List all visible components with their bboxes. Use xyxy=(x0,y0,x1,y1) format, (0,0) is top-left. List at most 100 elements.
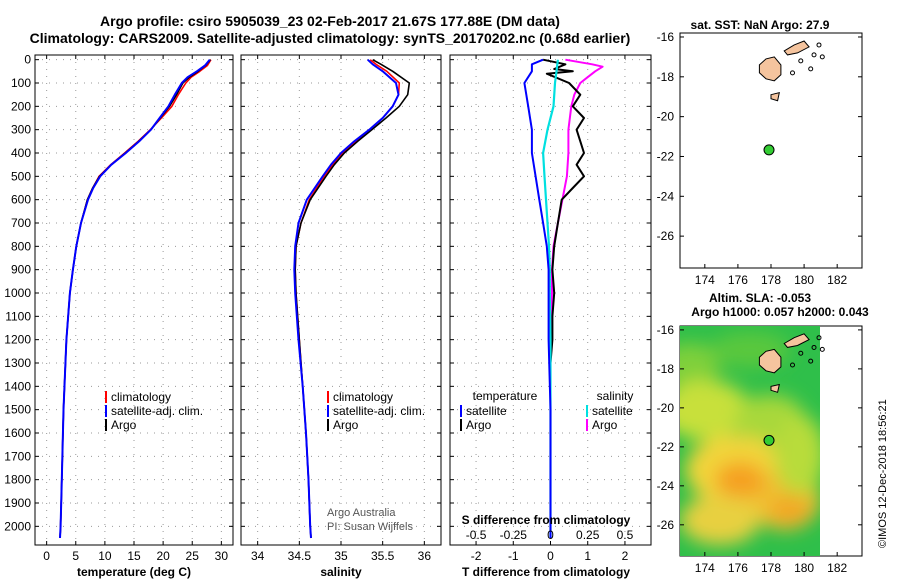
sal-x-tick-label: 35 xyxy=(334,549,348,563)
sst-map-islet xyxy=(816,42,822,48)
sla-map-islet xyxy=(816,335,822,341)
salinity-panel: 34 34.5 35 35.5 36 climatologysatellite-adj. … xyxy=(240,54,442,579)
temp-x-axis-label: temperature (deg C) xyxy=(77,565,191,579)
sla-map-title-2: Argo h1000: 0.057 h2000: 0.043 xyxy=(691,305,869,319)
depth-tick-label: 900 xyxy=(11,263,31,277)
sla-map-islet xyxy=(811,344,817,350)
diff-salinity-tick-label: -0.25 xyxy=(500,528,528,542)
depth-tick-label: 1500 xyxy=(4,403,31,417)
sla-map-lon-label: 182 xyxy=(827,561,847,575)
temp-x-tick-label: 5 xyxy=(72,549,79,563)
sst-map-lat-label: -16 xyxy=(657,30,675,44)
diff-salinity-tick-label: 0 xyxy=(547,528,554,542)
sst-map: 174 176 178 180 182 -16 -18 -20 -22 -24 -26 xyxy=(657,30,863,287)
depth-tick-label: 1200 xyxy=(4,333,31,347)
sst-map-lat-label: -24 xyxy=(657,189,675,203)
sst-map-islet xyxy=(819,54,825,60)
sst-map-islet xyxy=(808,66,814,72)
depth-tick-label: 500 xyxy=(11,169,31,183)
sla-map-lat-label: -22 xyxy=(657,440,675,454)
depth-tick-label: 300 xyxy=(11,123,31,137)
credit-line-2: PI: Susan Wijffels xyxy=(327,521,413,533)
sla-map: 174 176 178 180 182 -16 -18 -20 -22 -24 -26 xyxy=(657,323,863,575)
diff-salinity-tick-label: 0.25 xyxy=(576,528,600,542)
sal-x-tick-label: 34.5 xyxy=(288,549,312,563)
sla-field xyxy=(680,326,820,556)
diff-salinity-tick-label: -0.5 xyxy=(466,528,487,542)
depth-tick-label: 1400 xyxy=(4,379,31,393)
diff-temp-argo-line xyxy=(542,58,585,538)
sal-satellite-line xyxy=(293,58,400,539)
sst-map-lon-label: 182 xyxy=(827,273,847,287)
sal-legend-satellite: satellite-adj. clim. xyxy=(333,404,425,418)
diff-x-axis-label: T difference from climatology xyxy=(462,565,630,579)
sal-legend-climatology: climatology xyxy=(333,390,393,404)
sla-anomaly-patch xyxy=(770,495,810,525)
sal-legend-argo: Argo xyxy=(333,418,359,432)
sla-blobs xyxy=(680,332,820,545)
depth-tick-label: 800 xyxy=(11,239,31,253)
diff-salinity-tick-label: 0.5 xyxy=(617,528,634,542)
sst-map-title: sat. SST: NaN Argo: 27.9 xyxy=(690,18,830,32)
diff-salinity-satellite-line xyxy=(541,59,559,538)
diff-legend-temp-satellite: satellite xyxy=(466,404,507,418)
depth-tick-label: 1100 xyxy=(5,309,31,323)
temperature-panel: 0100200300400500600700800900100011001200… xyxy=(4,53,234,579)
sla-anomaly-patch xyxy=(775,415,820,495)
sla-map-lat-label: -20 xyxy=(657,401,675,415)
temp-legend-climatology: climatology xyxy=(111,390,171,404)
sla-map-islet xyxy=(790,362,796,368)
depth-tick-label: 2000 xyxy=(4,519,31,533)
sla-map-islet xyxy=(798,350,804,356)
sla-map-title-1: Altim. SLA: -0.053 xyxy=(708,291,812,305)
sla-map-lon-label: 180 xyxy=(794,561,814,575)
depth-tick-label: 1900 xyxy=(4,496,31,510)
depth-tick-label: 100 xyxy=(11,76,31,90)
sst-map-lat-label: -18 xyxy=(657,70,675,84)
temp-x-tick-label: 20 xyxy=(156,549,170,563)
sla-map-lat-label: -26 xyxy=(657,518,675,532)
depth-tick-label: 400 xyxy=(11,146,31,160)
diff-x-tick-label: 2 xyxy=(622,549,629,563)
sst-map-island xyxy=(770,92,780,102)
depth-tick-label: 1300 xyxy=(4,356,31,370)
temp-x-tick-label: 15 xyxy=(127,549,141,563)
sst-map-island xyxy=(783,40,810,56)
depth-tick-label: 1000 xyxy=(4,286,31,300)
sla-anomaly-patch xyxy=(680,495,760,545)
depth-tick-label: 1600 xyxy=(4,426,31,440)
diff-x-tick-label: 0 xyxy=(547,549,554,563)
sla-map-lon-label: 176 xyxy=(728,561,748,575)
sla-map-lat-label: -16 xyxy=(657,323,675,337)
sla-map-float-marker xyxy=(763,434,775,446)
diff-legend-salinity-title: salinity xyxy=(597,389,634,403)
diff-legend-sal-satellite: satellite xyxy=(592,404,633,418)
sla-map-island xyxy=(770,383,780,393)
sst-map-lat-label: -26 xyxy=(657,229,675,243)
sla-map-islet xyxy=(819,346,825,352)
sla-map-lat-label: -18 xyxy=(657,362,675,376)
diff-x-tick-label: -2 xyxy=(471,549,482,563)
temp-x-tick-label: 25 xyxy=(186,549,200,563)
sst-map-lat-label: -22 xyxy=(657,149,675,163)
diff-x-tick-label: -1 xyxy=(508,549,519,563)
diff-legend-temperature-title: temperature xyxy=(473,389,538,403)
sst-map-lon-label: 174 xyxy=(695,273,715,287)
depth-tick-label: 1800 xyxy=(4,473,31,487)
depth-tick-label: 200 xyxy=(11,99,31,113)
diff-legend-temp-argo: Argo xyxy=(466,418,492,432)
credit-line-1: Argo Australia xyxy=(327,507,396,519)
sst-map-islet xyxy=(798,58,804,64)
sst-map-lon-label: 176 xyxy=(728,273,748,287)
sal-x-axis-label: salinity xyxy=(320,565,362,579)
sla-map-lon-label: 174 xyxy=(695,561,715,575)
sla-map-islet xyxy=(808,358,814,364)
sla-anomaly-patch xyxy=(680,380,750,440)
sla-anomaly-patch xyxy=(680,343,720,387)
title-line-1: Argo profile: csiro 5905039_23 02-Feb-20… xyxy=(100,13,560,29)
sla-map-lat-label: -24 xyxy=(657,479,675,493)
depth-tick-label: 0 xyxy=(24,53,31,67)
sla-map-lon-label: 178 xyxy=(761,561,781,575)
